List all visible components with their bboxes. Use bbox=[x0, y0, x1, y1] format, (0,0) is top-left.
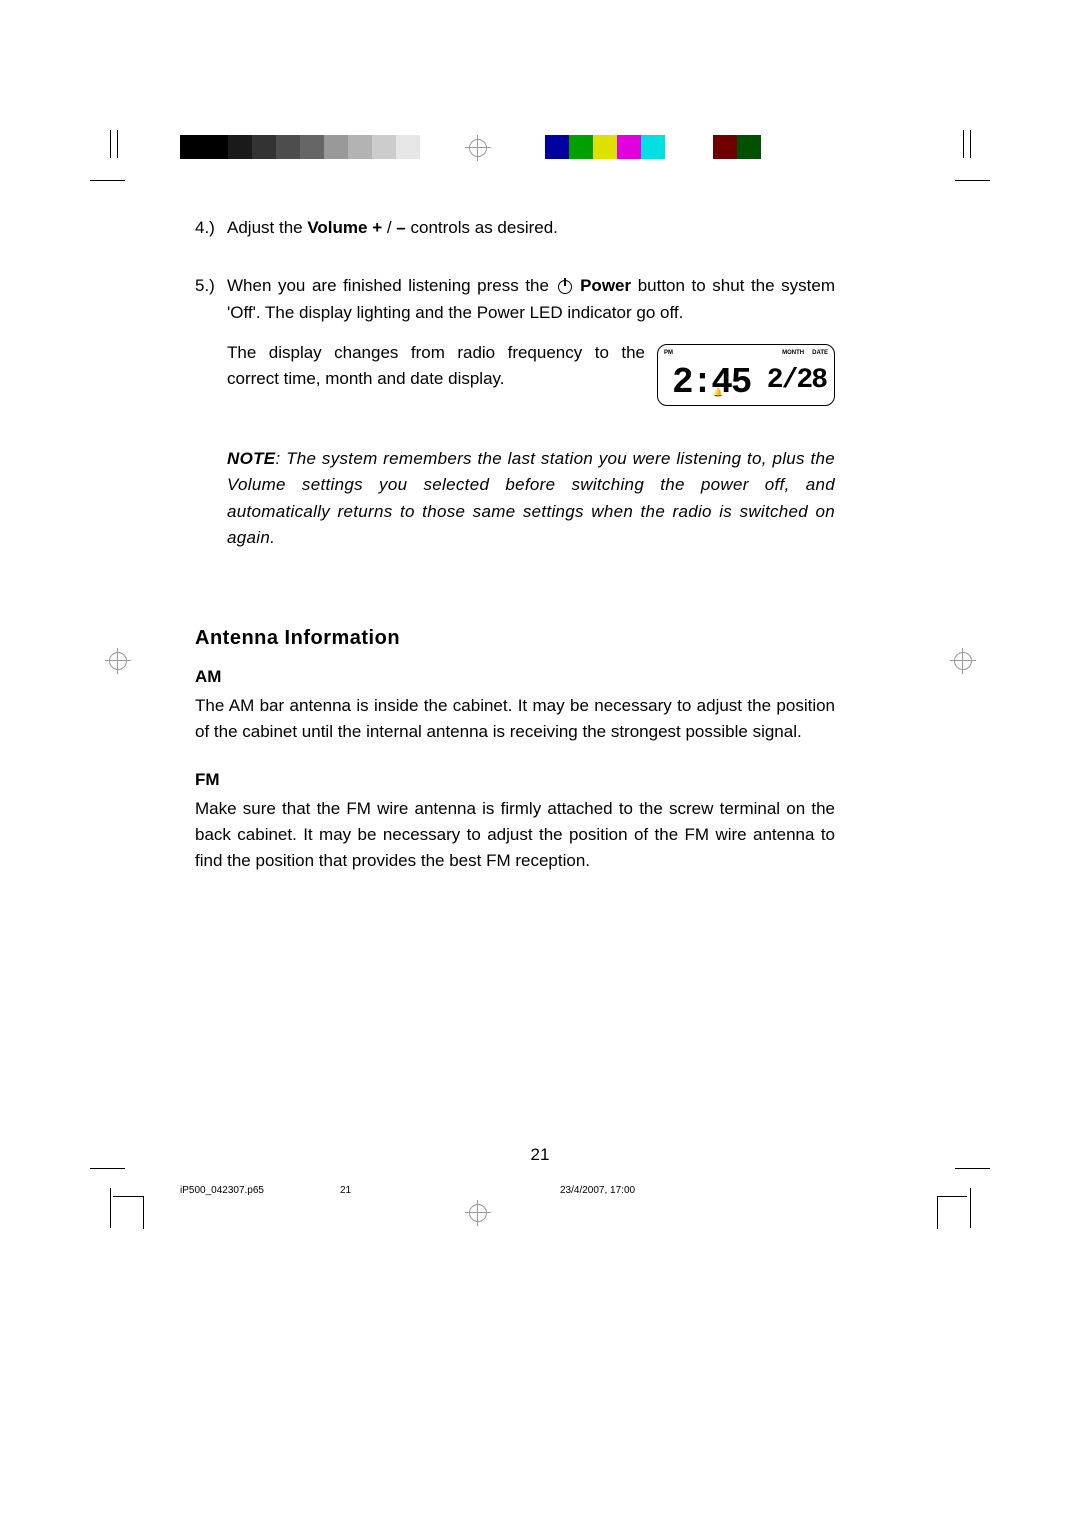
list-number: 5.) bbox=[195, 273, 227, 406]
text: When you are finished listening press th… bbox=[227, 276, 556, 295]
sub-heading: FM bbox=[195, 767, 835, 793]
lcd-date: 2/28 bbox=[767, 359, 826, 402]
bold-text: Power bbox=[580, 276, 631, 295]
footer-filename: iP500_042307.p65 bbox=[180, 1185, 264, 1196]
grayscale-calibration-bar bbox=[180, 135, 420, 159]
list-item: 5.) When you are finished listening pres… bbox=[195, 273, 835, 406]
lcd-time: 2:45 bbox=[672, 355, 750, 411]
sub-heading: AM bbox=[195, 664, 835, 690]
registration-mark-icon bbox=[950, 648, 976, 674]
registration-mark-icon bbox=[465, 135, 491, 161]
paragraph: The AM bar antenna is inside the cabinet… bbox=[195, 693, 835, 746]
page-number: 21 bbox=[0, 1145, 1080, 1165]
power-icon bbox=[558, 280, 572, 294]
page-content: 4.) Adjust the Volume + / – controls as … bbox=[195, 215, 835, 893]
text: Adjust the bbox=[227, 218, 307, 237]
footer-date: 23/4/2007, 17:00 bbox=[560, 1185, 635, 1196]
section-heading: Antenna Information bbox=[195, 623, 835, 654]
note-label: NOTE bbox=[227, 449, 275, 468]
lcd-month-label: MONTH bbox=[782, 349, 804, 358]
text: controls as desired. bbox=[406, 218, 558, 237]
note-text: : The system remembers the last station … bbox=[227, 449, 835, 547]
note-block: NOTE: The system remembers the last stat… bbox=[227, 446, 835, 551]
registration-mark-icon bbox=[465, 1200, 491, 1226]
paragraph: Make sure that the FM wire antenna is fi… bbox=[195, 796, 835, 875]
footer-metadata: iP500_042307.p65 21 23/4/2007, 17:00 bbox=[180, 1185, 820, 1196]
bold-text: Volume + bbox=[307, 218, 382, 237]
lcd-display-illustration: PM MONTH DATE 2:45 🔔 2/28 bbox=[657, 344, 835, 406]
text: / bbox=[382, 218, 396, 237]
list-body: Adjust the Volume + / – controls as desi… bbox=[227, 215, 835, 241]
list-number: 4.) bbox=[195, 215, 227, 241]
alarm-bell-icon: 🔔 bbox=[713, 387, 723, 399]
bold-text: – bbox=[396, 218, 405, 237]
footer-page: 21 bbox=[340, 1185, 351, 1196]
registration-mark-icon bbox=[105, 648, 131, 674]
list-item: 4.) Adjust the Volume + / – controls as … bbox=[195, 215, 835, 241]
color-calibration-bar bbox=[545, 135, 761, 159]
list-body: When you are finished listening press th… bbox=[227, 273, 835, 406]
text: The display changes from radio frequency… bbox=[227, 343, 645, 388]
lcd-date-label: DATE bbox=[812, 349, 828, 358]
